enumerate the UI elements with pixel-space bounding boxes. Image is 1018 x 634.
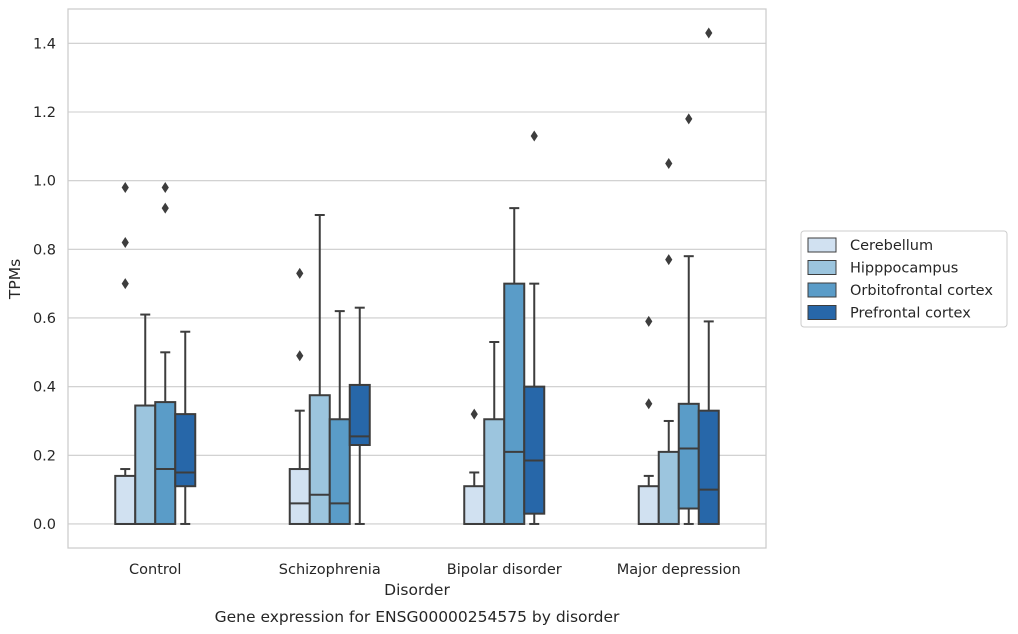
box-body: [328, 418, 351, 525]
outlier-point: [121, 236, 129, 248]
outlier-point: [685, 113, 693, 125]
box-body: [174, 413, 197, 488]
box-0-0: [114, 182, 137, 525]
outlier-point: [161, 182, 169, 194]
y-axis-label: TPMs: [6, 259, 24, 300]
box-body: [348, 383, 371, 447]
x-axis-ticks: Control Schizophrenia Bipolar disorder Majo…: [129, 562, 741, 578]
box-body: [697, 409, 720, 525]
outlier-point: [705, 27, 713, 39]
y-tick-label: 1.2: [33, 105, 56, 121]
legend-swatch: [807, 260, 837, 275]
outlier-point: [530, 130, 538, 142]
box-0-3: [174, 330, 197, 525]
outlier-point: [665, 157, 673, 169]
box-1-2: [328, 310, 351, 525]
legend-label: Prefrontal cortex: [850, 306, 971, 322]
outlier-point: [645, 398, 653, 410]
legend-label: Orbitofrontal cortex: [850, 283, 993, 299]
y-tick-label: 0.8: [33, 242, 56, 258]
outlier-point: [296, 350, 304, 362]
outlier-point: [121, 278, 129, 290]
y-tick-label: 1.4: [33, 36, 56, 52]
box-body: [657, 450, 680, 525]
box-body: [523, 385, 546, 515]
x-tick-label: Schizophrenia: [279, 562, 381, 578]
legend-frame: [800, 230, 1008, 328]
y-tick-label: 0.2: [33, 448, 56, 464]
box-1-1: [308, 213, 331, 525]
box-plots: [114, 27, 720, 525]
box-3-3: [697, 27, 720, 525]
box-body: [503, 282, 526, 525]
box-body: [677, 402, 700, 510]
y-axis-ticks: 0.0 0.2 0.4 0.6 0.8 1.0 1.2 1.4: [33, 36, 56, 533]
y-tick-label: 0.0: [33, 517, 56, 533]
outlier-point: [665, 254, 673, 266]
legend-swatch: [807, 305, 837, 320]
y-tick-label: 1.0: [33, 174, 56, 190]
legend-swatch: [807, 282, 837, 298]
box-body: [134, 404, 157, 525]
box-body: [114, 474, 137, 525]
x-tick-label: Control: [129, 562, 181, 578]
legend-swatch: [807, 237, 837, 253]
x-tick-label: Bipolar disorder: [447, 562, 562, 578]
legend-label: Cerebellum: [850, 238, 933, 254]
box-2-1: [483, 341, 506, 525]
legend: Cerebellum Hipppocampus Orbitofrontal cort…: [800, 230, 1008, 328]
box-body: [308, 394, 331, 525]
box-2-3: [523, 130, 546, 525]
outlier-point: [645, 315, 653, 327]
box-body: [288, 468, 311, 525]
chart-caption: Gene expression for ENSG00000254575 by d…: [215, 608, 620, 626]
outlier-point: [296, 267, 304, 279]
box-body: [637, 485, 660, 525]
outlier-point: [161, 202, 169, 214]
y-tick-label: 0.4: [33, 380, 56, 396]
box-2-0: [463, 408, 486, 525]
outlier-point: [121, 182, 129, 194]
x-axis-label: Disorder: [384, 581, 450, 599]
box-body: [463, 485, 486, 525]
outlier-point: [470, 408, 478, 420]
box-1-3: [348, 306, 371, 525]
y-tick-label: 0.6: [33, 311, 56, 327]
box-3-1: [657, 157, 680, 525]
box-3-0: [637, 315, 660, 525]
legend-label: Hipppocampus: [850, 261, 958, 277]
plot-frame: [67, 8, 767, 549]
box-body: [154, 401, 177, 525]
x-tick-label: Major depression: [617, 562, 741, 578]
box-body: [483, 418, 506, 525]
